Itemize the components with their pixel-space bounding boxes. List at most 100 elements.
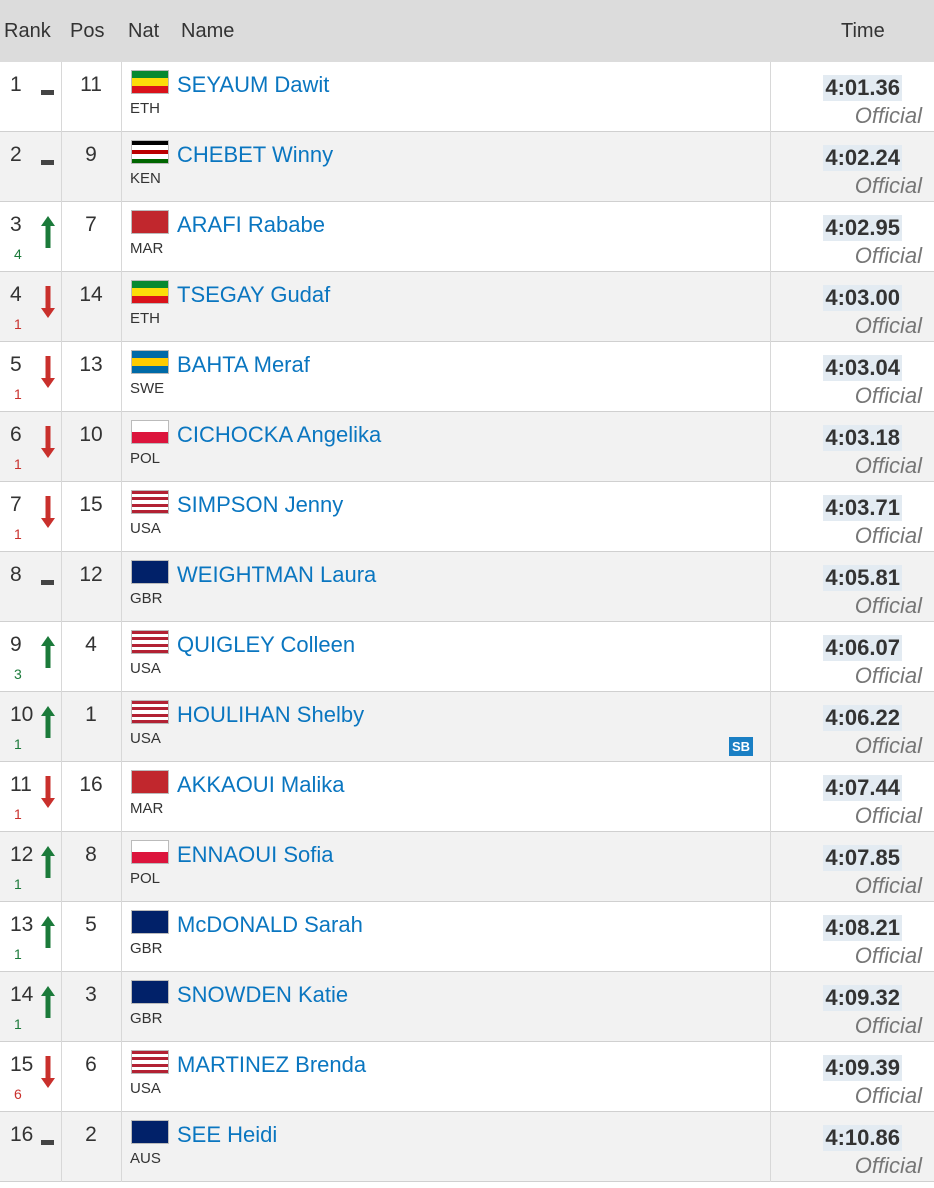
- flag-stripe: [132, 1060, 168, 1064]
- flag-stripe: [132, 281, 168, 289]
- result-row: 16 2 AUS SEE Heidi 4:10.86 Official: [0, 1112, 934, 1182]
- rank: 10: [10, 703, 34, 726]
- trend-icon: [41, 286, 55, 318]
- athlete-name[interactable]: TSEGAY Gudaf: [177, 282, 331, 307]
- position: 8: [85, 843, 97, 866]
- flag-stripe: [132, 981, 168, 1003]
- rank: 6: [10, 423, 22, 446]
- trend-icon: [41, 356, 55, 388]
- position: 15: [79, 493, 103, 516]
- result-row: 11 1 16 MAR AKKAOUI Malika 4:07.44 Official: [0, 762, 934, 832]
- result-status: Official: [854, 1153, 922, 1178]
- nationality: GBR: [130, 940, 163, 957]
- column-divider: [121, 692, 122, 762]
- result-time: 4:03.71: [823, 495, 902, 521]
- position: 9: [85, 143, 97, 166]
- flag-stripe: [132, 78, 168, 86]
- athlete-name[interactable]: HOULIHAN Shelby: [177, 702, 365, 727]
- athlete-name[interactable]: WEIGHTMAN Laura: [177, 562, 377, 587]
- nationality: ETH: [130, 100, 160, 117]
- trend-icon: [41, 916, 55, 948]
- rank-change: 1: [14, 806, 22, 822]
- flag-stripe: [132, 491, 168, 495]
- flag-stripe: [132, 141, 168, 146]
- result-status: Official: [854, 1083, 922, 1108]
- flag-stripe: [132, 771, 168, 793]
- column-divider: [61, 342, 62, 412]
- rank: 14: [10, 983, 34, 1006]
- nationality: USA: [130, 730, 161, 747]
- athlete-name[interactable]: McDONALD Sarah: [177, 912, 363, 937]
- column-divider: [770, 342, 771, 412]
- flag-stripe: [132, 85, 168, 93]
- result-status: Official: [854, 243, 922, 268]
- athlete-name[interactable]: SEYAUM Dawit: [177, 72, 330, 97]
- athlete-name[interactable]: QUIGLEY Colleen: [177, 632, 356, 657]
- athlete-name[interactable]: AKKAOUI Malika: [177, 772, 345, 797]
- result-time: 4:10.86: [823, 1125, 902, 1151]
- position: 1: [85, 703, 97, 726]
- athlete-name[interactable]: MARTINEZ Brenda: [177, 1052, 367, 1077]
- column-divider: [61, 972, 62, 1042]
- rank: 8: [10, 563, 22, 586]
- result-status: Official: [854, 313, 922, 338]
- position: 10: [79, 423, 103, 446]
- rank: 1: [10, 73, 22, 96]
- result-row: 4 1 14 ETH TSEGAY Gudaf 4:03.00 Official: [0, 272, 934, 342]
- nationality: AUS: [130, 1150, 161, 1167]
- result-time: 4:07.85: [823, 845, 902, 871]
- athlete-name[interactable]: CHEBET Winny: [177, 142, 334, 167]
- athlete-name[interactable]: ENNAOUI Sofia: [177, 842, 334, 867]
- flag-stripe: [132, 716, 168, 720]
- athlete-name[interactable]: CICHOCKA Angelika: [177, 422, 382, 447]
- flag-stripe: [132, 506, 168, 510]
- result-time: 4:07.44: [823, 775, 902, 801]
- flag-stripe: [132, 365, 168, 373]
- result-time: 4:05.81: [823, 565, 902, 591]
- header-rank: Rank: [4, 20, 51, 42]
- result-row: 15 6 6 USA MARTINEZ Brenda 4:09.39 Official: [0, 1042, 934, 1112]
- column-divider: [770, 1042, 771, 1112]
- athlete-name[interactable]: SIMPSON Jenny: [177, 492, 344, 517]
- flag-stripe: [132, 1063, 168, 1067]
- column-divider: [61, 622, 62, 692]
- result-status: Official: [854, 733, 922, 758]
- rank-change: 4: [14, 246, 22, 262]
- column-divider: [770, 762, 771, 832]
- flag-stripe: [132, 637, 168, 641]
- column-divider: [121, 902, 122, 972]
- flag-stripe: [132, 719, 168, 723]
- result-row: 12 1 8 POL ENNAOUI Sofia 4:07.85 Official: [0, 832, 934, 902]
- flag: [131, 1050, 169, 1074]
- flag-stripe: [132, 911, 168, 933]
- position: 16: [79, 773, 103, 796]
- flag: [131, 1120, 169, 1144]
- result-status: Official: [854, 943, 922, 968]
- column-divider: [61, 762, 62, 832]
- column-divider: [121, 62, 122, 132]
- nationality: USA: [130, 660, 161, 677]
- rank-change: 1: [14, 736, 22, 752]
- flag: [131, 280, 169, 304]
- position: 13: [79, 353, 103, 376]
- flag: [131, 490, 169, 514]
- column-divider: [121, 342, 122, 412]
- flag-stripe: [132, 646, 168, 650]
- result-row: 3 4 7 MAR ARAFI Rababe 4:02.95 Official: [0, 202, 934, 272]
- column-divider: [770, 552, 771, 622]
- column-divider: [770, 132, 771, 202]
- flag: [131, 770, 169, 794]
- athlete-name[interactable]: ARAFI Rababe: [177, 212, 325, 237]
- column-divider: [61, 132, 62, 202]
- column-divider: [121, 482, 122, 552]
- result-time: 4:09.32: [823, 985, 902, 1011]
- trend-icon: [41, 1140, 54, 1145]
- flag: [131, 630, 169, 654]
- athlete-name[interactable]: BAHTA Meraf: [177, 352, 310, 377]
- nationality: USA: [130, 1080, 161, 1097]
- athlete-name[interactable]: SNOWDEN Katie: [177, 982, 349, 1007]
- rank: 2: [10, 143, 22, 166]
- flag-stripe: [132, 503, 168, 507]
- athlete-name[interactable]: SEE Heidi: [177, 1122, 278, 1147]
- column-divider: [61, 412, 62, 482]
